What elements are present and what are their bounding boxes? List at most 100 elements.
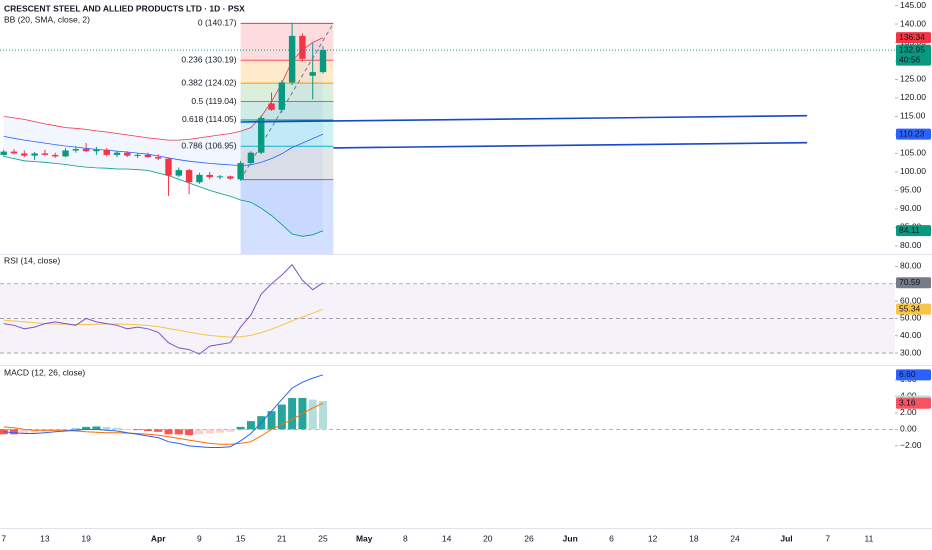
- series-line: [3, 308, 324, 338]
- candle-body: [103, 149, 110, 155]
- fib-zone: [240, 83, 334, 102]
- x-tick-label: 18: [689, 533, 699, 543]
- price-label-box: [896, 397, 931, 409]
- y-tick-label: 80.00: [900, 261, 922, 271]
- y-tick-label: 100.00: [900, 166, 926, 176]
- histogram-bar: [277, 404, 286, 430]
- candle-body: [144, 154, 152, 158]
- candle-body: [309, 72, 316, 76]
- candle-body: [52, 154, 59, 157]
- x-tick-label: 26: [524, 533, 534, 543]
- histogram-bar: [71, 428, 80, 430]
- candle-body: [113, 152, 121, 155]
- fib-label: 0.236 (130.19): [181, 55, 236, 65]
- fib-label: 0 (140.17): [198, 18, 237, 28]
- y-tick-label: 40.00: [900, 330, 922, 340]
- indicator-title: RSI (14, close): [4, 255, 60, 265]
- price-label-box: [896, 277, 931, 289]
- price-label: 55.34: [899, 303, 921, 313]
- fib-zone: [240, 179, 334, 254]
- band-fill: [3, 37, 323, 237]
- candle-body: [299, 35, 306, 59]
- histogram-bar: [267, 411, 276, 430]
- x-tick-label: Jul: [780, 533, 792, 543]
- countdown-label: 40:56: [899, 54, 921, 64]
- price-label-box: [896, 303, 931, 315]
- candle-body: [288, 35, 296, 83]
- candle-body: [227, 176, 234, 179]
- x-tick-label: 24: [730, 533, 740, 543]
- fib-label: 0.5 (119.04): [191, 96, 236, 106]
- x-tick-label: 21: [277, 533, 287, 543]
- x-tick-label: 12: [648, 533, 658, 543]
- histogram-bar: [123, 428, 132, 430]
- candle-body: [10, 151, 18, 154]
- price-label-box: [896, 32, 931, 44]
- x-tick-label: Jun: [563, 533, 578, 543]
- price-label: 136.34: [899, 32, 925, 42]
- histogram-bar: [164, 429, 173, 435]
- histogram-bar: [174, 429, 183, 435]
- candle-body: [258, 117, 265, 153]
- candle-body: [319, 50, 327, 73]
- fib-zone: [240, 23, 334, 61]
- candle-body: [62, 150, 69, 157]
- candle-body: [185, 170, 193, 183]
- y-tick-label: 60.00: [900, 295, 922, 305]
- histogram-bar: [308, 399, 317, 430]
- price-label: 70.59: [899, 277, 921, 287]
- y-tick-label: 125.00: [900, 74, 926, 84]
- y-tick-label: 120.00: [900, 92, 926, 102]
- candle-body: [0, 151, 7, 155]
- x-tick-label: 20: [483, 533, 493, 543]
- pane: 0 (140.17) 0.236 (130.19) 0.382 (124.02) 0.…: [0, 18, 895, 254]
- fib-zone: [240, 146, 334, 180]
- histogram-bar: [20, 429, 29, 434]
- y-tick-label: 115.00: [900, 111, 926, 121]
- price-label-box: [896, 225, 931, 237]
- pane: [0, 263, 895, 355]
- fib-zone: [240, 101, 334, 120]
- x-tick-label: 11: [865, 533, 874, 543]
- price-label: 110.23: [899, 128, 925, 138]
- histogram-bar: [185, 429, 194, 436]
- histogram-bar: [30, 429, 39, 433]
- x-tick-label: 6: [609, 533, 614, 543]
- histogram-bar: [10, 429, 19, 435]
- price-label: 6.60: [899, 369, 916, 379]
- histogram-bar: [226, 429, 235, 432]
- series-line: [3, 156, 324, 237]
- x-tick-label: 25: [318, 533, 328, 543]
- series-line: [3, 402, 324, 445]
- trend-line: [333, 141, 808, 149]
- price-label: 84.11: [899, 225, 920, 235]
- y-tick-label: 105.00: [900, 148, 926, 158]
- candle-body: [165, 158, 172, 176]
- fib-label: 0.618 (114.05): [182, 114, 237, 124]
- candle-body: [175, 170, 183, 176]
- x-tick-label: 13: [40, 533, 50, 543]
- y-tick-label: 30.00: [900, 347, 922, 357]
- x-tick-label: Apr: [151, 533, 166, 543]
- x-tick-label: 15: [236, 533, 246, 543]
- x-tick-label: 19: [81, 533, 91, 543]
- candle-body: [21, 153, 28, 156]
- candle-body: [196, 174, 203, 183]
- x-tick-label: 9: [197, 533, 202, 543]
- histogram-bar: [216, 429, 225, 433]
- fib-trend: [240, 23, 334, 180]
- x-tick-label: 7: [1, 533, 6, 543]
- y-tick-label: 140.00: [900, 18, 926, 28]
- indicator-title: MACD (12, 26, close): [4, 367, 85, 377]
- chart-title: CRESCENT STEEL AND ALLIED PRODUCTS LTD ·…: [4, 3, 245, 13]
- histogram-bar: [195, 429, 204, 435]
- histogram-bar: [113, 427, 122, 430]
- y-tick-label: 0.00: [900, 424, 917, 434]
- candle-body: [31, 153, 38, 156]
- histogram-bar: [92, 426, 101, 430]
- candle-body: [41, 153, 49, 155]
- candle-body: [134, 154, 141, 156]
